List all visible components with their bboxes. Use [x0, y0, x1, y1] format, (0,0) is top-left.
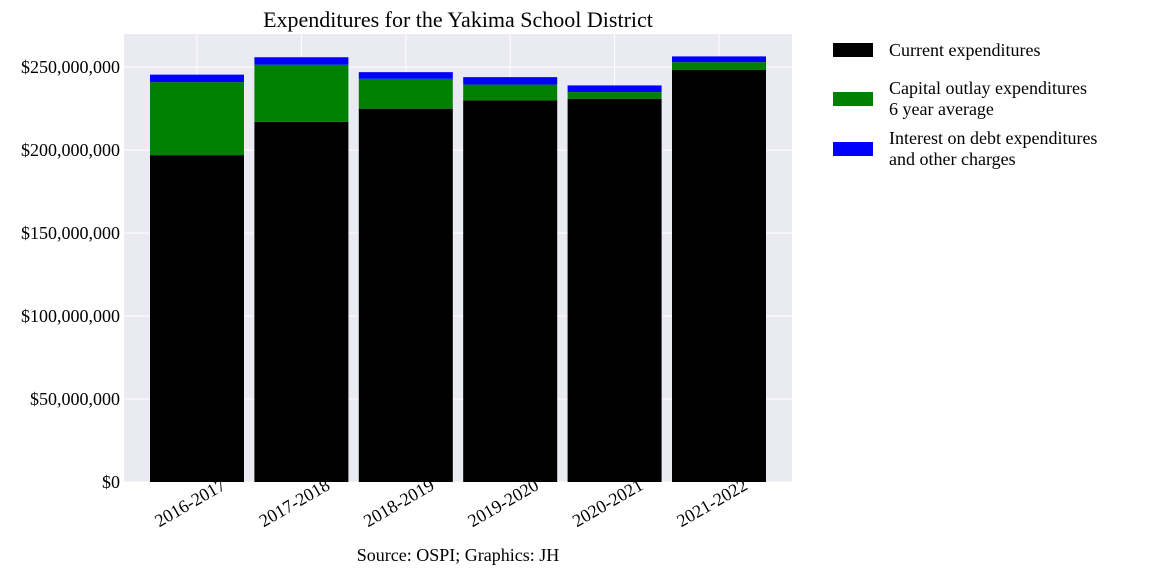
x-tick-label: 2020-2021 [569, 475, 647, 531]
x-tick-label: 2021-2022 [673, 475, 751, 531]
y-tick-label: $250,000,000 [21, 57, 120, 77]
y-tick-label: $50,000,000 [30, 389, 120, 409]
bar-segment-3-2021-2022 [672, 56, 766, 63]
bar-segment-1-2021-2022 [672, 69, 766, 482]
legend-swatch-3 [833, 142, 873, 156]
y-tick-label: $150,000,000 [21, 223, 120, 243]
chart-title: Expenditures for the Yakima School Distr… [263, 7, 653, 32]
chart-source: Source: OSPI; Graphics: JH [357, 545, 559, 565]
x-axis-ticks: 2016-2017 2017-2018 2018-2019 2019-2020 2020… [151, 475, 751, 531]
legend-label-3: Interest on debt expenditures and other c… [889, 128, 1097, 169]
bar-segment-1-2016-2017 [150, 155, 244, 483]
legend: Current expenditures Capital outlay expen… [833, 40, 1097, 169]
bar-segment-2-2018-2019 [358, 78, 453, 109]
bar-segment-2-2019-2020 [463, 84, 558, 101]
x-tick-label: 2017-2018 [256, 475, 334, 531]
bar-segment-3-2020-2021 [567, 85, 662, 93]
y-tick-label: $200,000,000 [21, 140, 120, 160]
legend-swatch-2 [833, 92, 873, 106]
y-axis-ticks: $0 $50,000,000 $100,000,000 $150,000,000 $20… [21, 57, 120, 492]
bar-segment-1-2020-2021 [567, 98, 662, 482]
legend-label-1: Current expenditures [889, 40, 1040, 60]
bar-segment-2-2020-2021 [567, 92, 662, 99]
bar-segment-1-2018-2019 [358, 108, 453, 483]
x-tick-label: 2016-2017 [151, 475, 229, 531]
legend-swatch-1 [833, 43, 873, 57]
bar-segment-3-2016-2017 [150, 74, 244, 83]
bar-segment-2-2021-2022 [672, 62, 766, 70]
x-tick-label: 2019-2020 [464, 475, 542, 531]
bar-segment-2-2016-2017 [150, 82, 244, 156]
legend-label-2: Capital outlay expenditures 6 year averag… [889, 78, 1087, 119]
bar-segment-1-2017-2018 [254, 121, 349, 483]
bar-segment-3-2017-2018 [254, 57, 349, 65]
y-tick-label: $100,000,000 [21, 306, 120, 326]
bar-segment-1-2019-2020 [463, 100, 558, 483]
y-tick-label: $0 [102, 472, 120, 492]
bars-group [150, 56, 766, 483]
bar-segment-3-2019-2020 [463, 77, 558, 85]
x-tick-label: 2018-2019 [360, 475, 438, 531]
bar-segment-2-2017-2018 [254, 64, 349, 122]
bar-segment-3-2018-2019 [358, 72, 453, 79]
